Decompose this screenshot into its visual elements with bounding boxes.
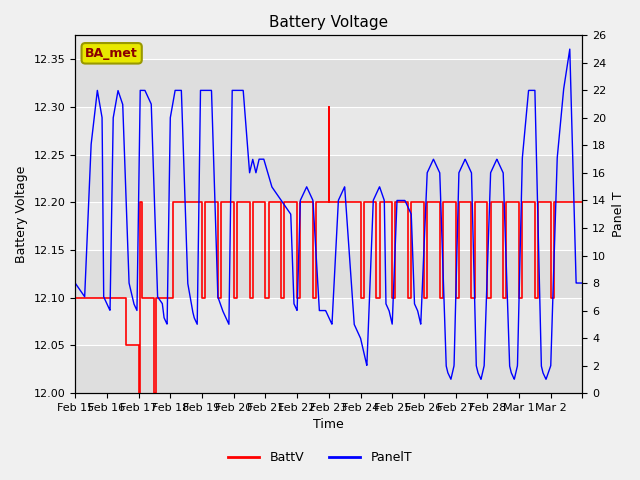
Legend: BattV, PanelT: BattV, PanelT (223, 446, 417, 469)
X-axis label: Time: Time (314, 419, 344, 432)
Title: Battery Voltage: Battery Voltage (269, 15, 388, 30)
Y-axis label: Battery Voltage: Battery Voltage (15, 166, 28, 263)
Bar (75, 59, 582, 107)
Y-axis label: Panel T: Panel T (612, 192, 625, 237)
Text: BA_met: BA_met (85, 47, 138, 60)
Bar (75, 346, 582, 393)
Bar (75, 250, 582, 298)
Bar (75, 155, 582, 202)
